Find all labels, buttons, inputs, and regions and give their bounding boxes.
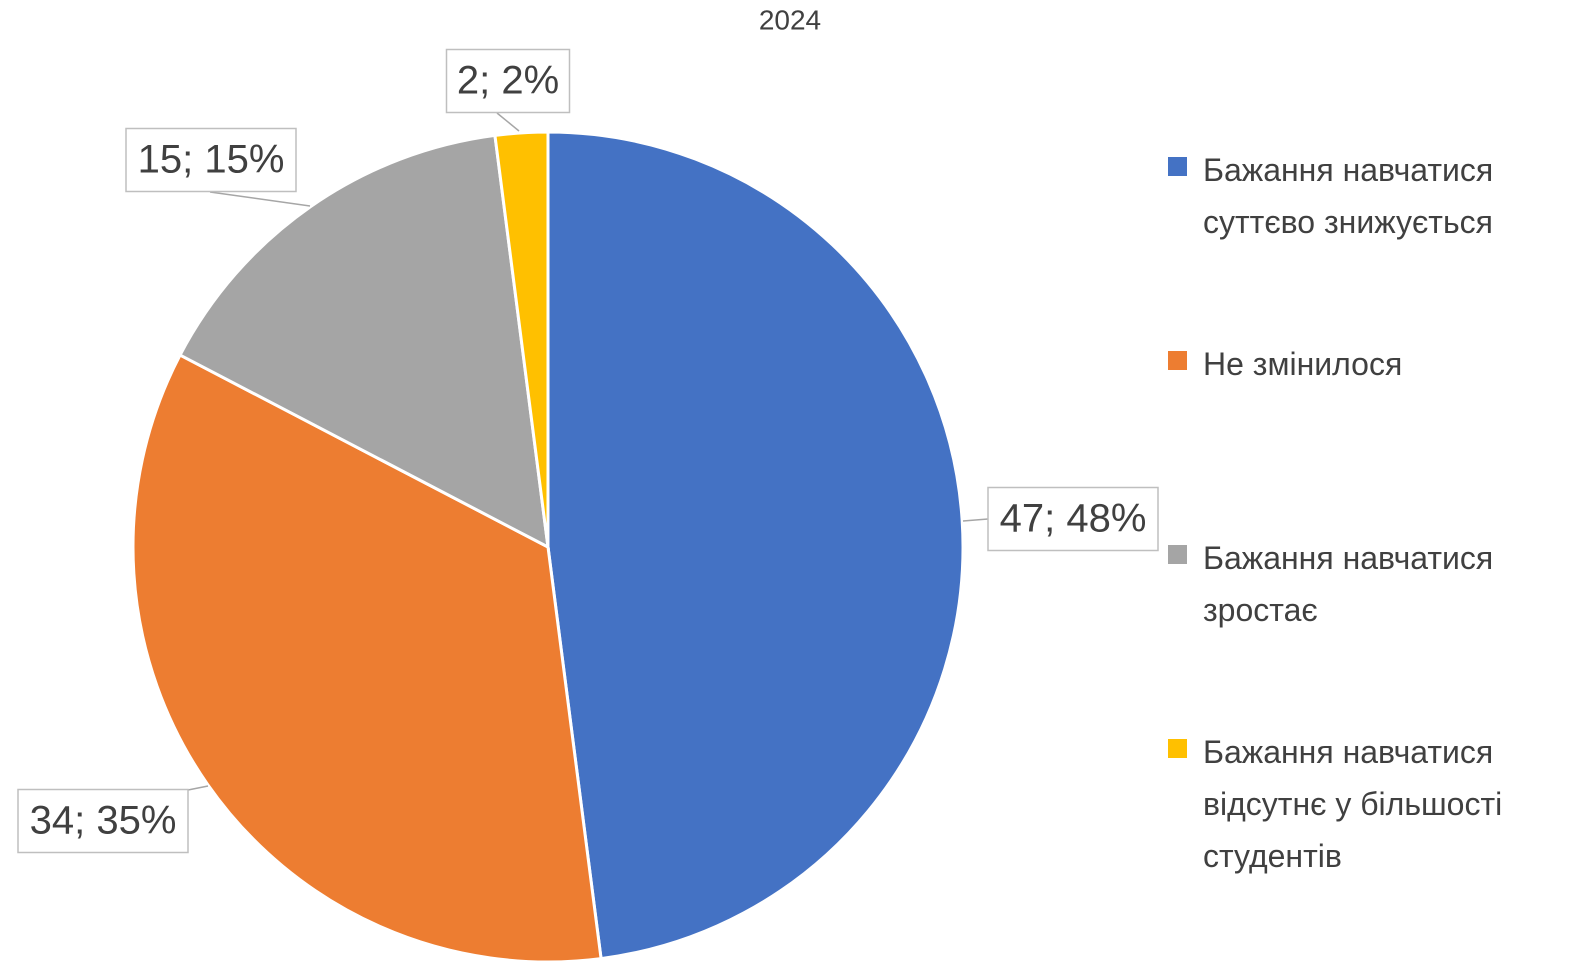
data-label-box [17, 788, 189, 854]
legend-label: Бажання навчатися зростає [1203, 540, 1494, 628]
leader-line [187, 785, 209, 791]
pie-slice [493, 130, 550, 548]
legend-swatch [1168, 545, 1187, 564]
legend-swatch [1168, 351, 1187, 370]
leader-line [209, 191, 311, 207]
data-label: 34; 35% [30, 799, 177, 843]
leader-line [962, 518, 989, 522]
pie-slice [178, 133, 550, 550]
pie-slice [546, 130, 965, 961]
chart-title: 2024 [759, 4, 821, 35]
legend-label: Бажання навчатися відсутнє у більшості с… [1203, 734, 1503, 874]
data-label: 47; 48% [1000, 497, 1147, 541]
pie-slice [131, 353, 603, 964]
legend-swatch [1168, 739, 1187, 758]
legend-item: Бажання навчатися зростає [1168, 532, 1573, 636]
legend-label: Не змінилося [1203, 346, 1403, 382]
leader-line [496, 112, 520, 132]
legend-item: Бажання навчатися суттєво знижується [1168, 144, 1573, 248]
data-label-box [445, 48, 571, 114]
legend-item: Не змінилося [1168, 338, 1573, 390]
data-label-box [125, 127, 297, 193]
data-label-box [987, 486, 1159, 552]
data-label: 2; 2% [457, 59, 559, 103]
data-label: 15; 15% [138, 138, 285, 182]
legend-item: Бажання навчатися відсутнє у більшості с… [1168, 726, 1573, 882]
legend-swatch [1168, 157, 1187, 176]
legend-label: Бажання навчатися суттєво знижується [1203, 152, 1494, 240]
